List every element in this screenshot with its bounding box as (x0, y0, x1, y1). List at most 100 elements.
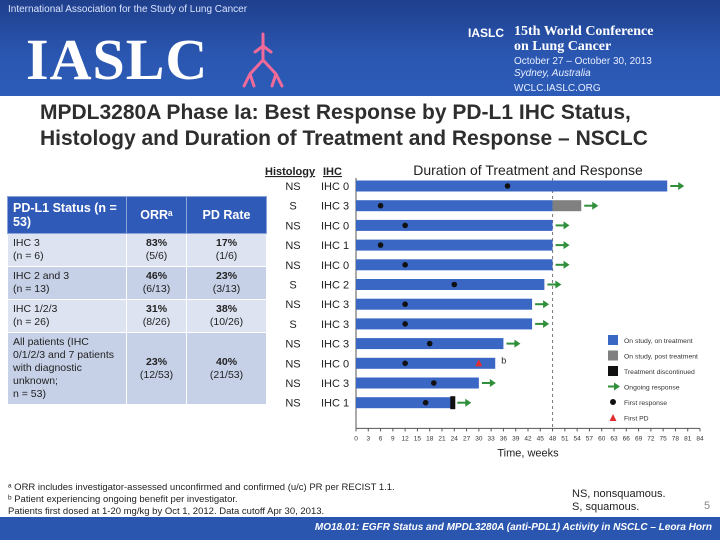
legend-label: On study, post treatment (624, 354, 698, 361)
status-line1: IHC 1/2/3 (13, 303, 58, 315)
orr-fraction: (8/26) (142, 316, 171, 328)
ihc-label: IHC 0 (321, 220, 349, 232)
status-line1: IHC 3 (13, 237, 40, 249)
bar-on-treatment (356, 180, 668, 192)
x-tick-label: 57 (586, 435, 594, 442)
pd-value: 17% (216, 237, 238, 249)
x-tick-label: 63 (610, 435, 618, 442)
x-tick-label: 75 (660, 435, 668, 442)
orr-value: 23% (146, 355, 168, 368)
histology-label: NS (285, 378, 300, 390)
header-pd-rate: PD Rate (186, 196, 267, 234)
marker-first-response (504, 183, 511, 189)
marker-first-response (402, 321, 408, 327)
status-line2: n = 53) (13, 388, 46, 400)
bar-on-treatment (356, 219, 553, 231)
legend-label: Treatment discontinued (624, 369, 695, 376)
x-tick-label: 45 (537, 435, 545, 442)
legend-label: First PD (624, 416, 649, 423)
orr-fraction: (12/53) (139, 368, 174, 381)
orr-value: 46% (146, 270, 168, 282)
org-name: International Association for the Study … (8, 4, 248, 15)
title-line2: Histology and Duration of Treatment and … (40, 127, 648, 150)
ihc-label: IHC 2 (321, 280, 349, 292)
abbrev-ns: NS, nonsquamous. (572, 488, 666, 500)
bar-on-treatment (356, 357, 496, 369)
marker-first-response (451, 281, 458, 288)
table-row: All patients (IHC 0/1/2/3 and 7 patients… (7, 332, 267, 405)
footnote-c: Patients first dosed at 1-20 mg/kg by Oc… (8, 506, 325, 517)
slide-number: 5 (704, 500, 711, 512)
status-line1: IHC 2 and 3 (13, 270, 70, 282)
x-tick-label: 36 (500, 435, 508, 442)
marker-first-response (402, 222, 408, 229)
x-tick-label: 66 (623, 435, 631, 442)
abbreviations: NS, nonsquamous. S, squamous. (572, 488, 666, 514)
pd-fraction: (1/6) (215, 250, 238, 262)
marker-first-response (402, 360, 408, 367)
bar-on-treatment (356, 397, 455, 409)
histology-label: NS (285, 339, 300, 351)
table-row: IHC 2 and 3 (n = 13) 46% (6/13) 23% (3/13) (7, 266, 267, 300)
table-row: IHC 1/2/3 (n = 26) 31% (8/26) 38% (10/26) (7, 299, 267, 333)
marker-first-response (377, 242, 384, 248)
ihc-label: IHC 0 (321, 181, 349, 193)
marker-first-response (422, 399, 429, 406)
ongoing-arrow-head (543, 300, 550, 309)
conf-url: WCLC.IASLC.ORG (514, 83, 601, 94)
response-table: PD-L1 Status (n = 53) ORRᵃ PD Rate IHC 3… (7, 196, 267, 405)
footnote-b: ᵇ Patient experiencing ongoing benefit p… (8, 494, 238, 505)
x-tick-label: 81 (684, 435, 692, 442)
row-note: b (501, 355, 506, 365)
ongoing-arrow-head (543, 319, 550, 328)
ongoing-arrow-head (563, 260, 570, 269)
col-histology-label: Histology (265, 166, 316, 178)
header-orr: ORRᵃ (125, 196, 188, 234)
marker-discontinued (450, 396, 456, 410)
legend-label: Ongoing response (624, 385, 680, 392)
bar-on-treatment (356, 239, 553, 251)
conf-dates: October 27 – October 30, 2013 Sydney, Au… (514, 56, 652, 80)
legend-swatch (608, 335, 618, 345)
histology-label: NS (285, 240, 300, 252)
conf-title-line1: 15th World Conference (514, 24, 654, 39)
x-tick-label: 21 (438, 435, 446, 442)
status-line2: (n = 6) (13, 250, 44, 262)
bar-on-treatment (356, 259, 553, 271)
bar-on-treatment (356, 318, 533, 330)
bar-post-treatment (552, 200, 582, 212)
ongoing-arrow-head (678, 182, 685, 190)
ihc-label: IHC 1 (321, 240, 349, 252)
pd-value: 23% (216, 270, 238, 282)
x-tick-label: 9 (391, 435, 395, 442)
ongoing-arrow-head (592, 201, 599, 210)
orr-fraction: (5/6) (145, 250, 168, 262)
orr-value: 31% (146, 303, 168, 315)
ongoing-arrow-head (563, 221, 570, 230)
status-line1: All patients (IHC 0/1/2/3 and 7 patients… (13, 336, 114, 387)
histology-label: NS (285, 398, 300, 410)
x-tick-label: 24 (451, 435, 459, 442)
iaslc-logo: IASLC (26, 27, 209, 92)
chart-title: Duration of Treatment and Response (413, 162, 643, 178)
pd-fraction: (3/13) (212, 283, 241, 295)
histology-label: NS (285, 260, 300, 272)
ihc-label: IHC 3 (321, 201, 349, 213)
ihc-label: IHC 0 (321, 358, 349, 370)
pd-fraction: (10/26) (209, 316, 244, 328)
table-header-row: PD-L1 Status (n = 53) ORRᵃ PD Rate (7, 196, 267, 234)
orr-value: 83% (146, 237, 168, 249)
histology-label: NS (285, 358, 300, 370)
ihc-label: IHC 3 (321, 378, 349, 390)
bar-on-treatment (356, 279, 545, 290)
pd-value: 38% (216, 303, 238, 315)
legend-swatch (608, 366, 618, 376)
pd-value: 40% (216, 355, 238, 368)
header-banner: International Association for the Study … (0, 0, 720, 96)
histology-label: S (289, 201, 296, 213)
legend-swatch (608, 350, 618, 361)
status-line2: (n = 13) (13, 283, 50, 295)
row-orr: 83% (5/6) (125, 233, 188, 267)
marker-first-response (402, 262, 408, 268)
abbrev-s: S, squamous. (572, 501, 640, 513)
